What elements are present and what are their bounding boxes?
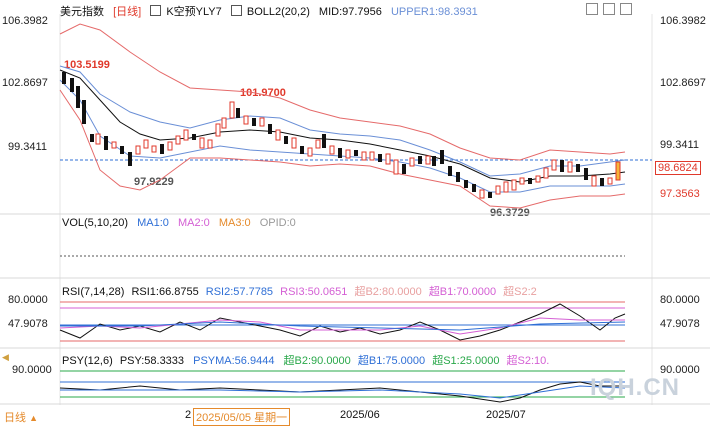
rsi-header: RSI(7,14,28) RSI1:66.8755 RSI2:57.7785 R… — [62, 283, 537, 299]
high-annotation-2: 101.9700 — [240, 87, 286, 99]
high-annotation-1: 103.5199 — [64, 59, 110, 71]
boll-lower-band — [59, 89, 626, 209]
date-cursor-label: 2025/05/05 星期一 — [193, 408, 291, 426]
volume-ma2: MA2:0 — [177, 217, 210, 229]
psy-line — [59, 381, 625, 403]
price-tick-left-mid: 102.8697 — [2, 77, 48, 89]
settings-icon[interactable] — [586, 3, 598, 15]
rsi-tick-right-mid: 47.9078 — [660, 318, 700, 330]
price-tick-left-top: 106.3982 — [2, 15, 48, 27]
psy-header: PSY(12,6) PSY:58.3333 PSYMA:56.9444 超B2:… — [62, 352, 549, 368]
chart-toggle-icon[interactable] — [150, 5, 162, 16]
price-tick-right-mid: 102.8697 — [660, 77, 706, 89]
rsi-sb2-value: 超B2:80.0000 — [354, 286, 422, 298]
boll-lower-tag: 97.3563 — [660, 188, 700, 200]
psy-s1-value: 超S1:25.0000 — [432, 355, 500, 367]
date-prefix: 2 — [185, 409, 192, 421]
collapse-arrow-icon[interactable]: ◀ — [2, 352, 9, 362]
period-dropdown-icon[interactable]: ▲ — [29, 413, 38, 423]
rsi-ss2-value: 超S2:2 — [503, 286, 537, 298]
boll-upper-band — [59, 23, 626, 161]
boll-icon[interactable] — [230, 5, 242, 16]
current-price-tag: 98.6824 — [655, 161, 701, 175]
boll-mid-value: MID:97.7956 — [318, 6, 382, 18]
rsi-title[interactable]: RSI(7,14,28) — [62, 286, 125, 298]
rsi-sb1-value: 超B1:70.0000 — [428, 286, 497, 298]
rsi3-line — [60, 321, 626, 331]
symbol-title: 美元指数 — [60, 6, 104, 18]
price-tick-right-low: 99.3411 — [660, 139, 699, 151]
footer-period-text: 日线 — [4, 412, 26, 424]
window-icon[interactable] — [620, 3, 632, 15]
rsi3-value: RSI3:50.0651 — [280, 286, 348, 298]
watermark-text: IQH.CN — [590, 374, 680, 401]
low-annotation-1: 97.9229 — [134, 176, 174, 188]
psy-value: PSY:58.3333 — [119, 355, 185, 367]
candlesticks — [62, 72, 621, 199]
rsi-tick-right-80: 80.0000 — [660, 294, 700, 306]
psy-title[interactable]: PSY(12,6) — [62, 355, 113, 367]
indicator-k-label[interactable]: K空预YLY7 — [166, 6, 222, 18]
price-tick-right-top: 106.3982 — [660, 15, 706, 27]
rsi-tick-left-80: 80.0000 — [8, 294, 48, 306]
rsi2-line — [59, 317, 625, 335]
footer-period-label[interactable]: 日线 ▲ — [4, 409, 38, 425]
month-label-july: 2025/07 — [486, 409, 526, 421]
psy-tick-right: 90.0000 — [660, 364, 700, 376]
month-label-june: 2025/06 — [340, 409, 380, 421]
psy-s2-value: 超S2:10. — [506, 355, 550, 367]
psy-tick-left: 90.0000 — [12, 364, 52, 376]
volume-ma3: MA3:0 — [218, 217, 251, 229]
indicator-header: 美元指数 [日线] K空预YLY7 BOLL2(20,2) MID:97.795… — [60, 3, 484, 19]
boll-mid-line — [59, 69, 626, 183]
psyma-line — [60, 385, 626, 399]
boll-label[interactable]: BOLL2(20,2) — [246, 6, 310, 18]
psy-b1-value: 超B1:75.0000 — [357, 355, 426, 367]
rsi1-line — [59, 303, 626, 341]
volume-header: VOL(5,10,20) MA1:0 MA2:0 MA3:0 OPID:0 — [62, 217, 296, 229]
psyma-value: PSYMA:56.9444 — [193, 355, 275, 367]
volume-opid: OPID:0 — [259, 217, 296, 229]
rsi-tick-left-mid: 47.9078 — [8, 318, 48, 330]
volume-title[interactable]: VOL(5,10,20) — [62, 217, 129, 229]
boll-upper-inner — [59, 65, 626, 177]
rsi1-value: RSI1:66.8755 — [131, 286, 199, 298]
volume-ma1: MA1:0 — [137, 217, 169, 229]
price-tick-left-low: 99.3411 — [8, 141, 47, 153]
psy-b2-value: 超B2:90.0000 — [283, 355, 351, 367]
boll-lower-inner — [59, 79, 626, 193]
rsi2-value: RSI2:57.7785 — [205, 286, 274, 298]
boll-upper-value: UPPER1:98.3931 — [390, 6, 478, 18]
period-button[interactable]: [日线] — [113, 6, 142, 18]
low-annotation-2: 96.3729 — [490, 207, 530, 219]
layout-icon[interactable] — [603, 3, 615, 15]
